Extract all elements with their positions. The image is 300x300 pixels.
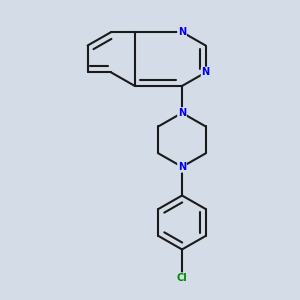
Text: N: N bbox=[178, 108, 186, 118]
Text: Cl: Cl bbox=[177, 273, 188, 283]
Text: N: N bbox=[178, 27, 186, 37]
Text: N: N bbox=[202, 68, 210, 77]
Text: N: N bbox=[178, 162, 186, 172]
